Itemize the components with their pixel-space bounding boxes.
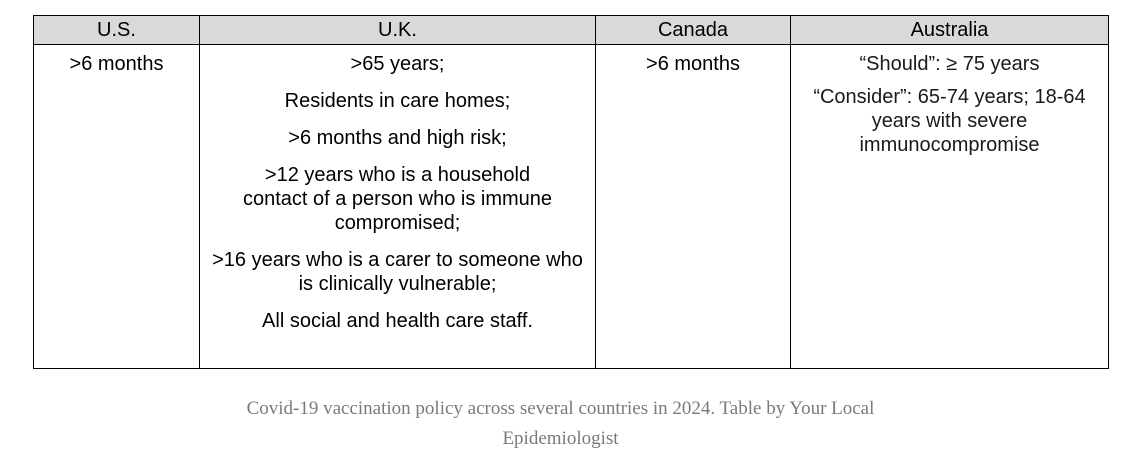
cell-australia: “Should”: ≥ 75 years “Consider”: 65-74 y… xyxy=(790,44,1109,369)
uk-policy-item: >65 years; xyxy=(350,53,445,75)
table-row: >6 months >65 years; Residents in care h… xyxy=(33,44,1109,369)
cell-uk: >65 years; Residents in care homes; >6 m… xyxy=(199,44,596,369)
uk-policy-item: All social and health care staff. xyxy=(262,310,533,332)
cell-us: >6 months xyxy=(33,44,200,369)
uk-policy-item: >12 years who is a household contact of … xyxy=(242,164,553,234)
header-canada: Canada xyxy=(595,15,791,45)
uk-policy-item: >16 years who is a carer to someone who … xyxy=(212,249,583,295)
australia-policy-item: “Should”: ≥ 75 years xyxy=(859,53,1040,75)
canada-policy-text: >6 months xyxy=(646,53,740,75)
table-caption: Covid-19 vaccination policy across sever… xyxy=(0,394,1121,454)
vaccination-policy-table: U.S. U.K. Canada Australia >6 months >65… xyxy=(33,15,1109,369)
header-australia: Australia xyxy=(790,15,1109,45)
australia-policy-item: “Consider”: 65-74 years; 18-64 years wit… xyxy=(813,86,1086,156)
header-us: U.S. xyxy=(33,15,200,45)
us-policy-text: >6 months xyxy=(69,53,164,75)
caption-line: Epidemiologist xyxy=(502,428,619,449)
table-header-row: U.S. U.K. Canada Australia xyxy=(33,15,1109,45)
header-uk: U.K. xyxy=(199,15,596,45)
uk-policy-item: Residents in care homes; xyxy=(284,90,511,112)
uk-policy-item: >6 months and high risk; xyxy=(288,127,507,149)
caption-line: Covid-19 vaccination policy across sever… xyxy=(246,398,875,419)
cell-canada: >6 months xyxy=(595,44,791,369)
